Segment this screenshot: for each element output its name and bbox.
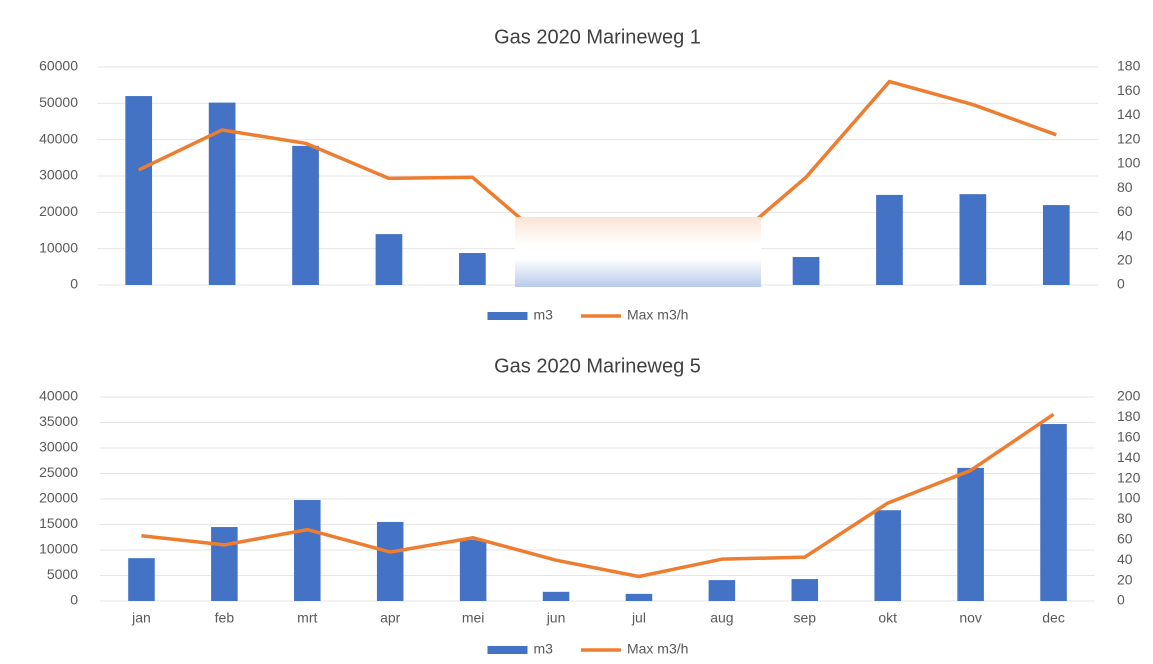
y-tick-label: 0: [70, 592, 78, 608]
bar: [125, 96, 153, 285]
y-tick-label: 20000: [39, 490, 78, 506]
y-tick-label: 40000: [39, 388, 78, 404]
legend-label: m3: [534, 307, 554, 323]
y-tick-label: 50000: [39, 94, 78, 110]
y2-tick-label: 100: [1117, 490, 1141, 506]
x-tick-label: apr: [380, 610, 401, 626]
legend-label: Max m3/h: [627, 641, 688, 657]
y2-tick-label: 120: [1117, 469, 1141, 485]
y2-tick-label: 140: [1117, 449, 1141, 465]
bar: [792, 257, 820, 285]
occluder: [515, 217, 761, 287]
y2-tick-label: 20: [1117, 251, 1133, 267]
bar: [294, 500, 321, 601]
x-tick-label: feb: [215, 610, 235, 626]
legend-swatch: [487, 646, 528, 654]
bar: [876, 194, 903, 285]
y-tick-label: 10000: [39, 239, 78, 255]
y2-tick-label: 80: [1117, 510, 1133, 526]
y2-tick-label: 40: [1117, 551, 1133, 567]
y-tick-label: 0: [70, 276, 78, 292]
y2-tick-label: 140: [1117, 106, 1141, 122]
bar: [708, 580, 736, 601]
x-tick-label: sep: [794, 610, 817, 626]
y-tick-label: 25000: [39, 464, 78, 480]
bar: [791, 579, 819, 601]
y2-tick-label: 160: [1117, 82, 1141, 98]
bar: [1042, 205, 1070, 285]
x-tick-label: jun: [546, 610, 566, 626]
bar: [211, 527, 238, 601]
line: [141, 412, 1055, 579]
bar: [874, 510, 901, 601]
legend-label: m3: [534, 641, 554, 657]
y-tick-label: 30000: [39, 439, 78, 455]
bar: [376, 521, 404, 601]
bar: [128, 558, 155, 601]
x-tick-label: dec: [1042, 610, 1065, 626]
y2-tick-label: 100: [1117, 155, 1141, 171]
chart-title: Gas 2020 Marineweg 5: [494, 355, 701, 377]
bar: [459, 539, 487, 601]
x-tick-label: aug: [710, 610, 733, 626]
y-tick-label: 30000: [39, 167, 78, 183]
y2-tick-label: 180: [1117, 58, 1141, 74]
bar: [542, 591, 570, 601]
bar: [292, 145, 319, 285]
y2-tick-label: 180: [1117, 408, 1141, 424]
bar: [959, 194, 987, 285]
y2-tick-label: 200: [1117, 388, 1141, 404]
y2-tick-label: 120: [1117, 130, 1141, 146]
x-tick-label: okt: [878, 610, 897, 626]
y2-tick-label: 0: [1117, 276, 1125, 292]
y2-tick-label: 60: [1117, 203, 1133, 219]
bar: [375, 234, 403, 285]
y2-tick-label: 160: [1117, 429, 1141, 445]
y-tick-label: 15000: [39, 515, 78, 531]
bar: [957, 467, 984, 601]
x-tick-label: jul: [631, 610, 646, 626]
y-tick-label: 40000: [39, 130, 78, 146]
legend-label: Max m3/h: [627, 307, 688, 323]
y2-tick-label: 40: [1117, 227, 1133, 243]
y-tick-label: 60000: [39, 58, 78, 74]
x-tick-label: mei: [462, 610, 485, 626]
y2-tick-label: 0: [1117, 592, 1125, 608]
y-tick-label: 35000: [39, 413, 78, 429]
x-tick-label: mrt: [297, 610, 317, 626]
x-tick-label: jan: [131, 610, 151, 626]
y2-tick-label: 20: [1117, 571, 1133, 587]
bar: [625, 593, 653, 601]
bar: [1040, 424, 1067, 601]
y2-tick-label: 60: [1117, 531, 1133, 547]
x-tick-label: nov: [959, 610, 982, 626]
y-tick-label: 20000: [39, 203, 78, 219]
chart-title: Gas 2020 Marineweg 1: [494, 26, 701, 48]
y-tick-label: 10000: [39, 541, 78, 557]
legend-swatch: [487, 312, 528, 320]
y2-tick-label: 80: [1117, 179, 1133, 195]
bar: [459, 253, 486, 285]
y-tick-label: 5000: [47, 566, 78, 582]
chart-2: Gas 2020 Marineweg 5 0 5000 10000 15000 20000…: [39, 355, 1141, 656]
